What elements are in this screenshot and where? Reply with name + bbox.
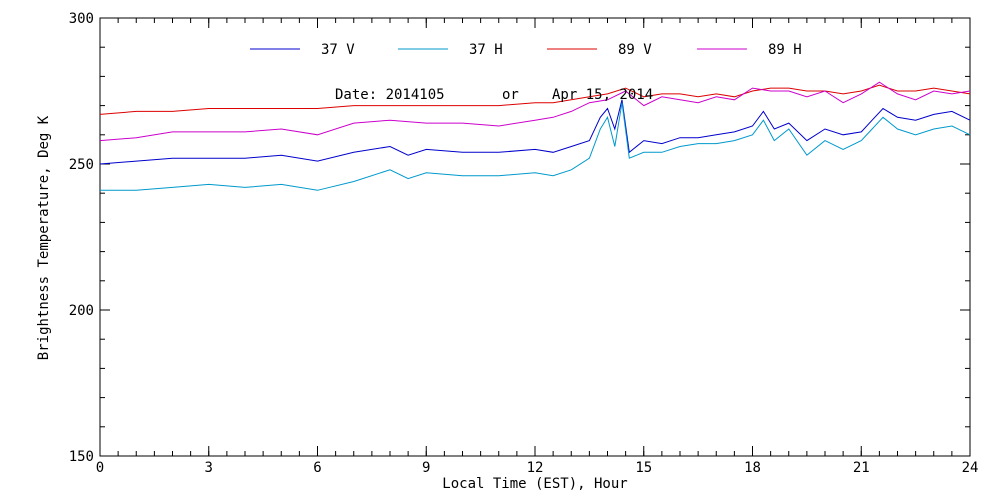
x-tick-label: 0: [96, 460, 104, 476]
legend-label: 89 H: [768, 42, 802, 58]
date-annotation-label: Date: 2014105: [335, 87, 445, 103]
x-tick-label: 6: [313, 460, 321, 476]
x-tick-label: 24: [962, 460, 979, 476]
legend-label: 37 V: [321, 42, 355, 58]
series-layer: [99, 81, 971, 191]
x-tick-label: 21: [853, 460, 870, 476]
y-tick-label: 200: [69, 303, 94, 319]
legend-label: 89 V: [618, 42, 652, 58]
y-tick-label: 250: [69, 157, 94, 173]
y-axis-label: Brightness Temperature, Deg K: [36, 115, 52, 360]
series-line-37-h: [100, 102, 971, 191]
x-tick-label: 9: [422, 460, 430, 476]
x-tick-label: 18: [744, 460, 761, 476]
x-tick-label: 15: [635, 460, 652, 476]
legend: 37 V 37 H 89 V 89 H: [250, 42, 802, 58]
series-line-89-h: [99, 81, 971, 142]
x-axis-label: Local Time (EST), Hour: [442, 476, 627, 492]
legend-label: 37 H: [469, 42, 503, 58]
axis-ticks: 0 3 6 9 12 15 18 21 24 150 200 250 300: [69, 11, 979, 476]
y-tick-label: 150: [69, 449, 94, 465]
x-tick-label: 3: [205, 460, 213, 476]
series-line-89-v: [99, 84, 971, 115]
x-tick-label: 12: [527, 460, 544, 476]
y-tick-label: 300: [69, 11, 94, 27]
date-annotation-or: or: [502, 87, 519, 103]
plot-frame: [99, 17, 971, 457]
series-line-37-v: [99, 99, 971, 165]
date-annotation-text: Apr 15, 2014: [552, 87, 653, 103]
